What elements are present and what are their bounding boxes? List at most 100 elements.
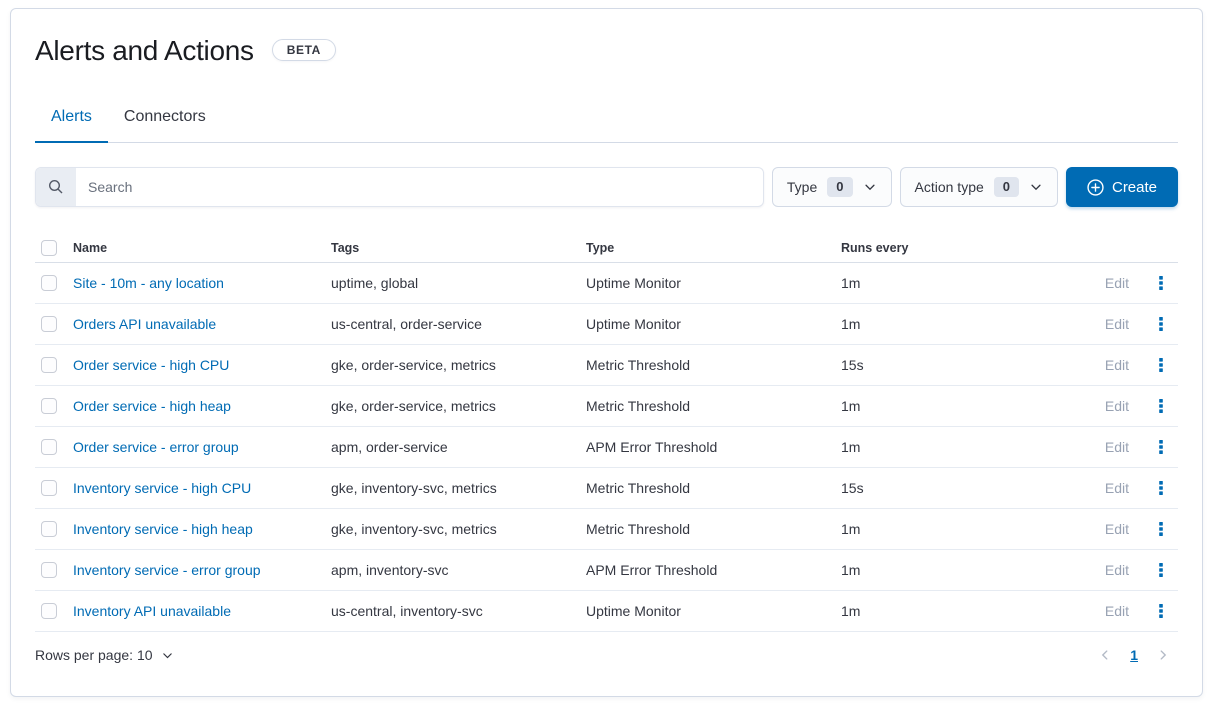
tags-cell: gke, inventory-svc, metrics xyxy=(331,480,497,496)
boxes-vertical-icon xyxy=(1159,440,1163,454)
alert-name-link[interactable]: Order service - error group xyxy=(73,439,239,455)
column-header-tags: Tags xyxy=(331,240,360,255)
runs-every-cell: 1m xyxy=(841,603,861,619)
runs-every-cell: 15s xyxy=(841,480,864,496)
next-page-button[interactable] xyxy=(1156,648,1170,662)
row-actions-menu-button[interactable] xyxy=(1153,480,1169,496)
row-actions-menu-button[interactable] xyxy=(1153,275,1169,291)
edit-link[interactable]: Edit xyxy=(1104,603,1129,619)
row-checkbox[interactable] xyxy=(41,275,57,291)
boxes-vertical-icon xyxy=(1159,317,1163,331)
row-checkbox[interactable] xyxy=(41,603,57,619)
action-type-filter-label: Action type xyxy=(914,179,984,195)
runs-every-cell: 1m xyxy=(841,521,861,537)
boxes-vertical-icon xyxy=(1159,481,1163,495)
tags-cell: us-central, order-service xyxy=(331,316,482,332)
boxes-vertical-icon xyxy=(1159,358,1163,372)
tags-cell: apm, order-service xyxy=(331,439,448,455)
edit-link[interactable]: Edit xyxy=(1104,439,1129,455)
row-actions-menu-button[interactable] xyxy=(1153,562,1169,578)
chevron-down-icon xyxy=(1031,184,1041,191)
create-button-label: Create xyxy=(1111,178,1158,196)
row-actions-menu-button[interactable] xyxy=(1153,398,1169,414)
alert-name-link[interactable]: Order service - high heap xyxy=(73,398,231,414)
row-actions-menu-button[interactable] xyxy=(1153,603,1169,619)
runs-every-cell: 1m xyxy=(841,275,861,291)
create-button[interactable]: Create xyxy=(1066,167,1178,207)
edit-link[interactable]: Edit xyxy=(1104,357,1129,373)
chevron-down-icon xyxy=(162,652,172,658)
beta-badge: BETA xyxy=(271,39,336,61)
type-filter-button[interactable]: Type 0 xyxy=(771,167,892,207)
type-cell: APM Error Threshold xyxy=(586,439,718,455)
search-box xyxy=(35,167,764,207)
plus-in-circle-icon xyxy=(1087,178,1104,196)
column-header-type: Type xyxy=(586,240,615,255)
row-actions-menu-button[interactable] xyxy=(1153,521,1169,537)
edit-link[interactable]: Edit xyxy=(1104,562,1129,578)
table-footer: Rows per page: 10 1 xyxy=(35,647,1178,663)
chevron-down-icon xyxy=(864,184,875,191)
boxes-vertical-icon xyxy=(1159,563,1163,577)
table-row: Orders API unavailable us-central, order… xyxy=(35,304,1178,345)
row-checkbox[interactable] xyxy=(41,316,57,332)
edit-link[interactable]: Edit xyxy=(1104,521,1129,537)
table-row: Inventory service - error group apm, inv… xyxy=(35,550,1178,591)
page-title: Alerts and Actions xyxy=(35,35,254,66)
chevron-right-icon xyxy=(1160,650,1167,660)
runs-every-cell: 1m xyxy=(841,562,861,578)
boxes-vertical-icon xyxy=(1159,276,1163,290)
alerts-and-actions-panel: Alerts and Actions BETA Alerts Connector… xyxy=(10,8,1203,697)
alert-name-link[interactable]: Inventory service - high CPU xyxy=(73,480,252,496)
row-actions-menu-button[interactable] xyxy=(1153,316,1169,332)
table-row: Order service - error group apm, order-s… xyxy=(35,427,1178,468)
row-checkbox[interactable] xyxy=(41,357,57,373)
tags-cell: uptime, global xyxy=(331,275,419,291)
table-row: Inventory API unavailable us-central, in… xyxy=(35,591,1178,632)
row-checkbox[interactable] xyxy=(41,480,57,496)
boxes-vertical-icon xyxy=(1159,522,1163,536)
table-row: Inventory service - high heap gke, inven… xyxy=(35,509,1178,550)
search-icon xyxy=(36,168,76,206)
page-number-1[interactable]: 1 xyxy=(1130,647,1138,663)
table-row: Order service - high heap gke, order-ser… xyxy=(35,386,1178,427)
alerts-table: Name Tags Type Runs every Site - 10m - a… xyxy=(35,233,1178,632)
row-actions-menu-button[interactable] xyxy=(1153,439,1169,455)
alert-name-link[interactable]: Inventory service - high heap xyxy=(73,521,253,537)
type-cell: Uptime Monitor xyxy=(586,603,681,619)
alert-name-link[interactable]: Inventory service - error group xyxy=(73,562,261,578)
runs-every-cell: 1m xyxy=(841,398,861,414)
previous-page-button[interactable] xyxy=(1098,648,1112,662)
row-checkbox[interactable] xyxy=(41,398,57,414)
tags-cell: apm, inventory-svc xyxy=(331,562,449,578)
tab-connectors[interactable]: Connectors xyxy=(123,108,206,125)
table-row: Inventory service - high CPU gke, invent… xyxy=(35,468,1178,509)
type-cell: Metric Threshold xyxy=(586,398,691,414)
runs-every-cell: 15s xyxy=(841,357,864,373)
row-checkbox[interactable] xyxy=(41,521,57,537)
edit-link[interactable]: Edit xyxy=(1104,275,1129,291)
page-header: Alerts and Actions BETA xyxy=(35,33,1178,69)
row-checkbox[interactable] xyxy=(41,439,57,455)
alert-name-link[interactable]: Orders API unavailable xyxy=(73,316,217,332)
type-filter-count-badge: 0 xyxy=(827,177,853,197)
rows-per-page-button[interactable]: Rows per page: 10 xyxy=(35,647,174,663)
row-actions-menu-button[interactable] xyxy=(1153,357,1169,373)
search-input[interactable] xyxy=(76,168,763,206)
table-row: Order service - high CPU gke, order-serv… xyxy=(35,345,1178,386)
action-type-filter-count-badge: 0 xyxy=(993,177,1019,197)
alert-name-link[interactable]: Site - 10m - any location xyxy=(73,275,224,291)
edit-link[interactable]: Edit xyxy=(1104,316,1129,332)
type-cell: Metric Threshold xyxy=(586,521,691,537)
row-checkbox[interactable] xyxy=(41,562,57,578)
tags-cell: us-central, inventory-svc xyxy=(331,603,483,619)
alert-name-link[interactable]: Inventory API unavailable xyxy=(73,603,231,619)
edit-link[interactable]: Edit xyxy=(1104,398,1129,414)
edit-link[interactable]: Edit xyxy=(1104,480,1129,496)
select-all-checkbox[interactable] xyxy=(41,239,57,256)
type-cell: APM Error Threshold xyxy=(586,562,718,578)
tab-alerts[interactable]: Alerts xyxy=(35,105,108,143)
column-header-name: Name xyxy=(73,240,108,255)
alert-name-link[interactable]: Order service - high CPU xyxy=(73,357,230,373)
action-type-filter-button[interactable]: Action type 0 xyxy=(899,167,1058,207)
